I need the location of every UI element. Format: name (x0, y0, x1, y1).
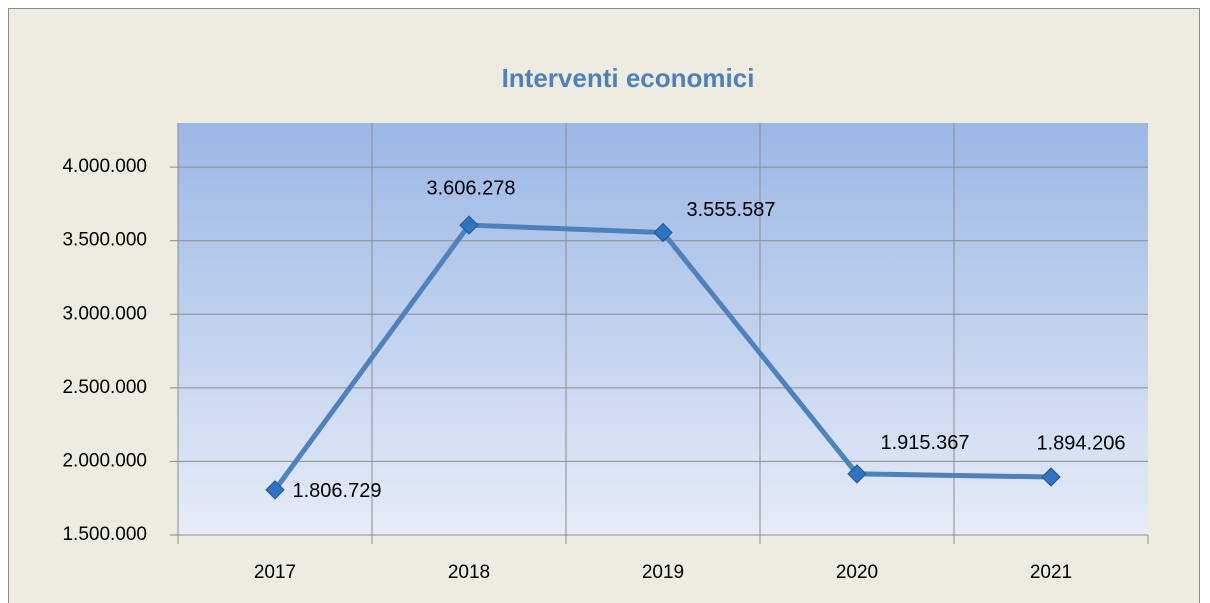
grid: 2017 2018 2019 2020 2021 1.500.000 2.000.000 2.… (62, 123, 1149, 583)
y-tick-label: 2.000.000 (62, 450, 147, 471)
data-label: 3.606.278 (427, 177, 516, 199)
y-tick-label: 4.000.000 (62, 156, 147, 177)
y-tick-label: 2.500.000 (62, 377, 147, 398)
marker (847, 464, 867, 484)
y-tick-label: 3.000.000 (62, 303, 147, 324)
x-tick-label: 2021 (1030, 562, 1072, 583)
chart-title: Interventi economici (502, 63, 755, 93)
marker (265, 480, 285, 500)
x-tick-label: 2019 (642, 562, 684, 583)
marker (459, 215, 479, 235)
data-label: 3.555.587 (687, 199, 776, 221)
data-label: 1.806.729 (293, 480, 382, 502)
y-tick-label: 1.500.000 (62, 524, 147, 545)
marker (653, 222, 673, 243)
x-tick-label: 2020 (836, 562, 878, 583)
plot-area (178, 123, 1148, 535)
data-label: 1.915.367 (881, 432, 970, 454)
marks: 1.806.729 3.606.278 3.555.587 1.915.367 1.89… (265, 177, 1126, 502)
x-tick-label: 2017 (254, 562, 296, 583)
marker (1041, 467, 1061, 487)
y-tick-label: 3.500.000 (62, 230, 147, 251)
x-tick-label: 2018 (448, 562, 490, 583)
data-label: 1.894.206 (1037, 432, 1126, 454)
